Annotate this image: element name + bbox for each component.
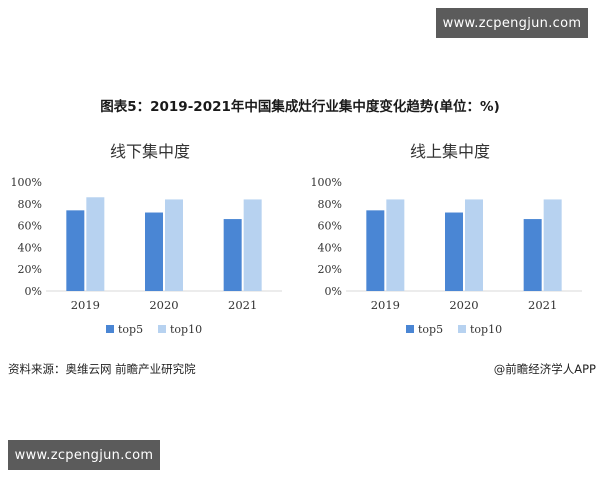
x-tick-label: 2020 xyxy=(449,298,478,312)
bar-top10-2021 xyxy=(543,199,562,291)
y-tick-label: 80% xyxy=(18,198,42,211)
watermark-top: www.zcpengjun.com xyxy=(436,8,588,38)
bar-top5-2019 xyxy=(66,210,85,291)
bar-top5-2021 xyxy=(223,219,242,291)
credit-note: @前瞻经济学人APP xyxy=(493,362,596,376)
y-tick-label: 60% xyxy=(18,220,42,233)
bar-top5-2021 xyxy=(523,219,542,291)
legend-label-top5: top5 xyxy=(118,323,143,336)
legend-swatch-top10 xyxy=(458,325,466,333)
bar-top5-2019 xyxy=(366,210,385,291)
chart-title-0: 线下集中度 xyxy=(110,142,190,161)
x-tick-label: 2021 xyxy=(228,298,257,312)
bar-top10-2020 xyxy=(165,199,183,291)
x-tick-label: 2021 xyxy=(528,298,557,312)
watermark-bottom: www.zcpengjun.com xyxy=(8,440,160,470)
bar-top10-2019 xyxy=(386,199,405,291)
y-tick-label: 0% xyxy=(325,285,342,298)
legend-swatch-top5 xyxy=(406,325,414,333)
x-tick-label: 2019 xyxy=(371,298,400,312)
y-tick-label: 60% xyxy=(318,220,342,233)
y-tick-label: 100% xyxy=(11,176,42,189)
chart-title-1: 线上集中度 xyxy=(410,142,490,161)
legend-label-top10: top10 xyxy=(170,323,202,336)
y-tick-label: 0% xyxy=(25,285,42,298)
bar-top5-2020 xyxy=(145,212,163,291)
charts-area: 线下集中度 0% 20% 40% 60% 80% 100% 2019 2020 2021 top5 t… xyxy=(11,142,582,336)
legend-label-top5: top5 xyxy=(418,323,443,336)
figure-title: 图表5：2019-2021年中国集成灶行业集中度变化趋势(单位：%) xyxy=(100,99,500,115)
x-tick-label: 2019 xyxy=(71,298,100,312)
source-note: 资料来源：奥维云网 前瞻产业研究院 xyxy=(8,362,196,376)
y-tick-label: 20% xyxy=(318,263,342,276)
y-tick-label: 40% xyxy=(18,241,42,254)
y-tick-label: 20% xyxy=(18,263,42,276)
legend-swatch-top5 xyxy=(106,325,114,333)
bar-top10-2019 xyxy=(86,197,105,291)
y-tick-label: 100% xyxy=(311,176,342,189)
legend-label-top10: top10 xyxy=(470,323,502,336)
bar-top10-2020 xyxy=(465,199,483,291)
bar-top10-2021 xyxy=(243,199,262,291)
y-tick-label: 40% xyxy=(318,241,342,254)
bar-top5-2020 xyxy=(445,212,463,291)
x-tick-label: 2020 xyxy=(149,298,178,312)
y-tick-label: 80% xyxy=(318,198,342,211)
legend-swatch-top10 xyxy=(158,325,166,333)
